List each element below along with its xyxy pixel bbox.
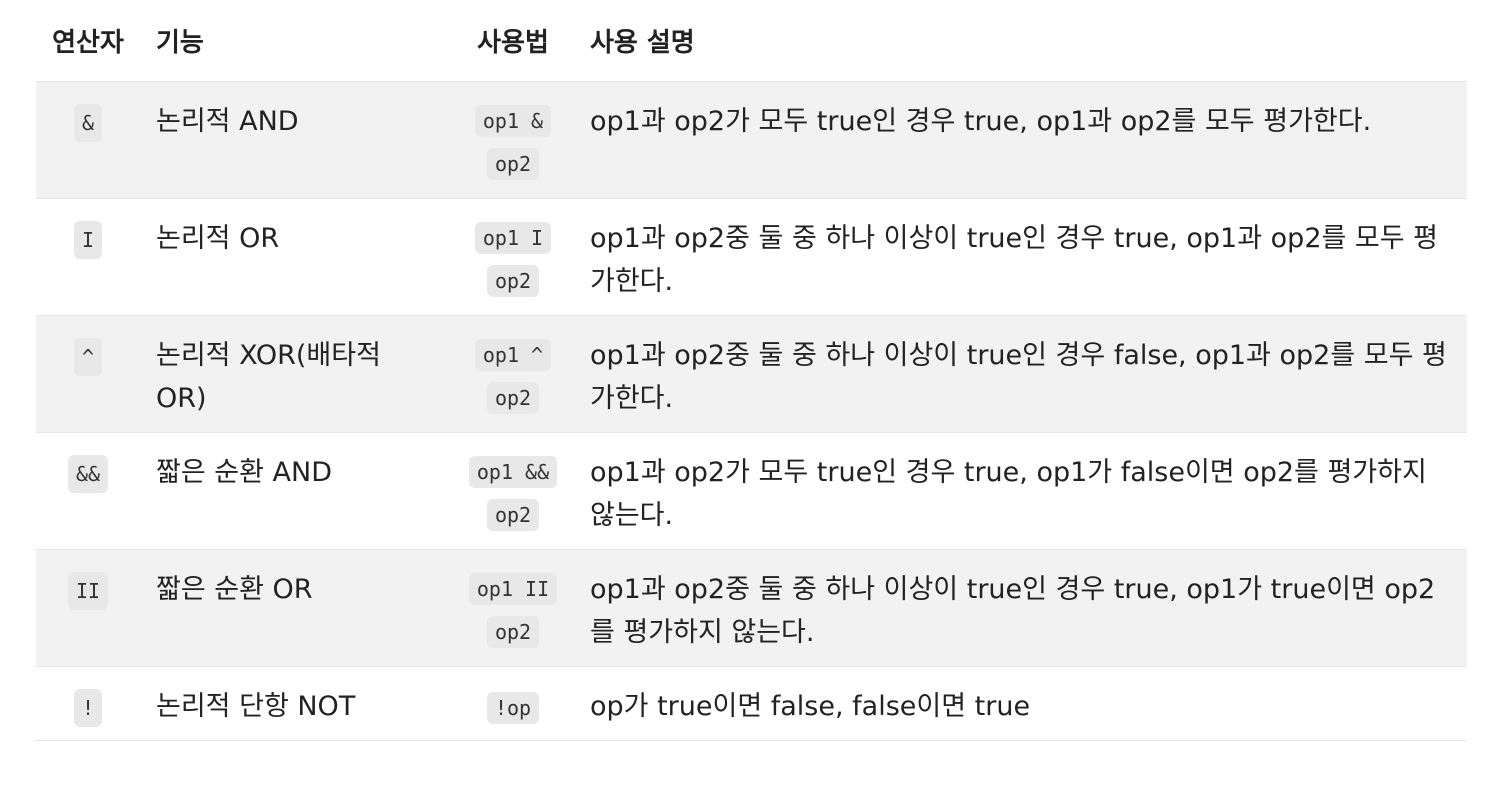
table-row: && 짧은 순환 AND op1 && op2 op1과 op2가 모두 true… (36, 433, 1467, 550)
table-row: & 논리적 AND op1 & op2 op1과 op2가 모두 true인 경우… (36, 81, 1467, 199)
description-cell: op가 true이면 false, false이면 true (590, 691, 1031, 722)
usage-code: op1 && op2 (467, 451, 559, 537)
logical-operators-table: 연산자 기능 사용법 사용 설명 & 논리적 AND op1 & op2 op1과… (36, 22, 1467, 741)
header-usage: 사용법 (438, 22, 588, 82)
operator-code: II (67, 572, 109, 610)
usage-line-1: op1 ^ (474, 339, 552, 371)
table-header: 연산자 기능 사용법 사용 설명 (36, 22, 1467, 82)
function-cell: 논리적 OR (156, 223, 280, 254)
operator-code: && (67, 455, 109, 493)
operator-code: ! (73, 689, 103, 727)
description-cell: op1과 op2가 모두 true인 경우 true, op1과 op2를 모두… (590, 106, 1372, 137)
usage-line-1: op1 & (474, 105, 552, 137)
function-cell: 논리적 단항 NOT (156, 691, 356, 722)
usage-line-2: op2 (486, 382, 540, 414)
header-row: 연산자 기능 사용법 사용 설명 (36, 22, 1467, 82)
header-description: 사용 설명 (588, 22, 1467, 82)
usage-code: !op (467, 687, 559, 730)
usage-line-1: !op (486, 692, 540, 724)
operator-code: & (73, 104, 103, 142)
description-cell: op1과 op2중 둘 중 하나 이상이 true인 경우 true, op1과… (590, 223, 1439, 297)
table-row: ^ 논리적 XOR(배타적 OR) op1 ^ op2 op1과 op2중 둘 중… (36, 315, 1467, 433)
table-row: II 짧은 순환 OR op1 II op2 op1과 op2중 둘 중 하나 이… (36, 549, 1467, 667)
usage-line-1: op1 I (474, 222, 552, 254)
usage-line-2: op2 (486, 265, 540, 297)
table-body: & 논리적 AND op1 & op2 op1과 op2가 모두 true인 경우… (36, 81, 1467, 741)
operator-code: I (73, 221, 103, 259)
usage-line-2: op2 (486, 499, 540, 531)
table-row: ! 논리적 단항 NOT !op op가 true이면 false, false… (36, 667, 1467, 741)
usage-line-1: op1 II (468, 573, 558, 605)
operator-code: ^ (73, 338, 103, 376)
function-cell: 짧은 순환 AND (156, 457, 332, 488)
description-cell: op1과 op2가 모두 true인 경우 true, op1가 false이면… (590, 457, 1427, 531)
description-cell: op1과 op2중 둘 중 하나 이상이 true인 경우 false, op1… (590, 340, 1447, 414)
function-cell: 논리적 XOR(배타적 OR) (156, 340, 381, 414)
usage-line-1: op1 && (468, 456, 558, 488)
usage-line-2: op2 (486, 148, 540, 180)
description-cell: op1과 op2중 둘 중 하나 이상이 true인 경우 true, op1가… (590, 574, 1436, 648)
usage-line-2: op2 (486, 616, 540, 648)
usage-code: op1 II op2 (467, 568, 559, 654)
header-function: 기능 (140, 22, 438, 82)
usage-code: op1 ^ op2 (467, 334, 559, 420)
table-row: I 논리적 OR op1 I op2 op1과 op2중 둘 중 하나 이상이 t… (36, 199, 1467, 316)
usage-code: op1 & op2 (467, 100, 559, 186)
function-cell: 논리적 AND (156, 106, 299, 137)
usage-code: op1 I op2 (467, 217, 559, 303)
header-operator: 연산자 (36, 22, 140, 82)
function-cell: 짧은 순환 OR (156, 574, 313, 605)
